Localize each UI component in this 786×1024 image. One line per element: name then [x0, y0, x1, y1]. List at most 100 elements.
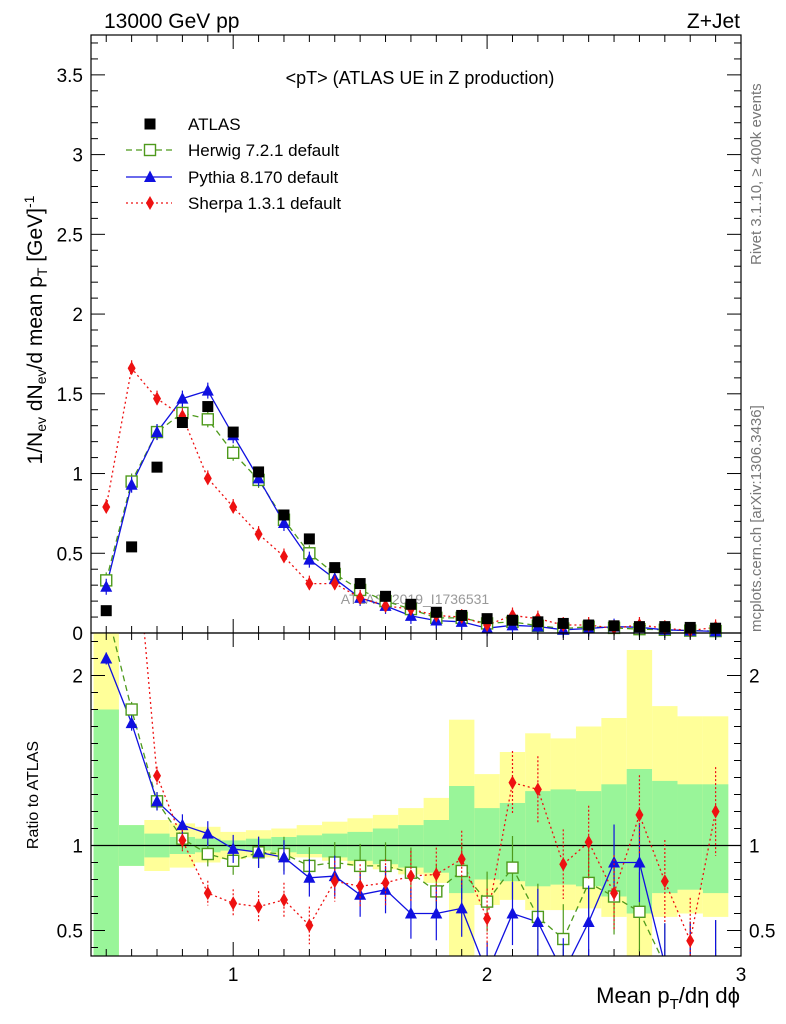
ratio-point: [582, 915, 595, 927]
ratio-point: [303, 871, 316, 883]
legend-entry: ATLAS: [144, 115, 241, 134]
ratio-point: [506, 861, 519, 874]
main-point: [151, 425, 164, 438]
main-point: [253, 466, 265, 478]
ratio-frame: [90, 632, 742, 957]
main-point: [278, 509, 290, 521]
main-y-axis-label-text: 1/Nev dNev/d mean pT [GeV]-1: [21, 195, 50, 464]
main-y-tick-label: 3.5: [57, 66, 83, 87]
main-point: [226, 446, 240, 460]
ratio-point: [584, 835, 593, 850]
main-y-tick-label: 0: [72, 624, 83, 645]
ratio-point: [430, 907, 443, 919]
main-point: [127, 361, 136, 376]
ratio-y-tick-label: 2: [72, 667, 83, 688]
ratio-point: [100, 652, 113, 664]
main-point: [710, 622, 722, 634]
legend-marker: [143, 143, 157, 157]
main-point: [202, 401, 214, 413]
ratio-point: [125, 703, 138, 716]
legend-label: ATLAS: [188, 115, 241, 134]
stat-uncertainty-band: [93, 709, 119, 956]
main-point: [380, 590, 392, 602]
ratio-point: [330, 874, 339, 889]
ratio-point: [455, 901, 468, 914]
main-point: [102, 500, 111, 515]
legend-entry: Sherpa 1.3.1 default: [126, 194, 341, 213]
mcplots-label: mcplots.cern.ch [arXiv:1306.3436]: [748, 405, 765, 632]
ratio-point: [277, 850, 290, 863]
ratio-y-tick-label-right: 1: [749, 837, 760, 858]
main-y-tick-label: 1: [72, 465, 83, 486]
ratio-point: [252, 845, 265, 858]
main-title: <pT> (ATLAS UE in Z production): [286, 68, 555, 88]
ratio-point: [404, 907, 417, 919]
main-point: [125, 478, 138, 490]
legend-label: Sherpa 1.3.1 default: [188, 194, 341, 213]
main-point: [330, 576, 339, 591]
process-label: Z+Jet: [687, 10, 740, 33]
ratio-series-layer: [100, 633, 720, 956]
main-point: [481, 613, 493, 625]
ratio-point: [227, 842, 240, 854]
ratio-point: [506, 907, 519, 919]
ratio-point: [711, 804, 720, 819]
main-point: [608, 620, 620, 632]
main-point: [684, 621, 696, 633]
x-tick-label: 3: [736, 965, 747, 986]
ratio-point: [176, 818, 189, 831]
ratio-point: [559, 857, 568, 872]
main-point: [381, 598, 390, 613]
main-axes: 0 0.5 1 1.5 2 2.5 3 3.5: [57, 35, 742, 645]
ratio-panel: 0.5 0.5 1 1 2 2 1 2 3 Ratio to ATLAS: [25, 632, 775, 986]
main-y-tick-label: 1.5: [57, 385, 83, 406]
ratio-point: [153, 768, 162, 783]
ratio-y-tick-label-right: 0.5: [749, 922, 775, 943]
stat-uncertainty-band: [296, 835, 323, 854]
main-point: [633, 621, 645, 633]
main-point: [227, 426, 239, 438]
stat-uncertainty-band: [677, 784, 703, 890]
main-point: [203, 471, 212, 486]
ratio-point: [686, 933, 695, 948]
ratio-point: [531, 915, 544, 927]
legend-label: Pythia 8.170 default: [188, 168, 339, 187]
rivet-label: Rivet 3.1.10, ≥ 400k events: [748, 83, 765, 265]
x-axis-label: Mean pT/dη dϕ: [596, 983, 740, 1013]
ratio-y-tick-label-right: 2: [749, 667, 760, 688]
ratio-point: [608, 856, 621, 868]
main-title-text: <pT> (ATLAS UE in Z production): [286, 68, 555, 88]
ratio-point: [201, 847, 214, 861]
x-tick-label: 1: [228, 965, 239, 986]
main-point: [456, 609, 468, 621]
ratio-series-group: [100, 633, 720, 956]
ratio-point: [178, 833, 187, 848]
ratio-point: [151, 794, 164, 807]
main-point: [126, 541, 138, 553]
legend-marker: [144, 170, 156, 182]
x-axis-label-text: Mean pT/dη dϕ: [596, 983, 740, 1013]
main-point: [532, 616, 544, 628]
ratio-point: [356, 879, 365, 894]
ratio-point: [406, 869, 415, 884]
main-point: [254, 527, 263, 542]
ratio-point: [254, 899, 263, 914]
ratio-point: [432, 867, 441, 882]
main-panel: 00.511.522.533.5 ATLAS_2019_I1736531 <pT…: [21, 34, 742, 645]
stat-uncertainty-band: [702, 784, 729, 894]
ratio-point: [633, 856, 646, 868]
main-point: [329, 562, 341, 574]
ratio-point: [201, 827, 214, 839]
main-point: [252, 471, 265, 484]
main-point: [201, 413, 214, 426]
main-point: [100, 580, 113, 592]
ratio-point: [508, 775, 517, 790]
main-point: [305, 576, 314, 591]
ratio-point: [125, 716, 138, 729]
main-point: [405, 598, 417, 610]
main-point: [176, 392, 189, 404]
main-y-tick-label: 0.5: [57, 544, 83, 565]
ratio-point: [610, 886, 619, 901]
x-tick-label: 2: [482, 965, 493, 986]
main-point: [201, 384, 214, 396]
